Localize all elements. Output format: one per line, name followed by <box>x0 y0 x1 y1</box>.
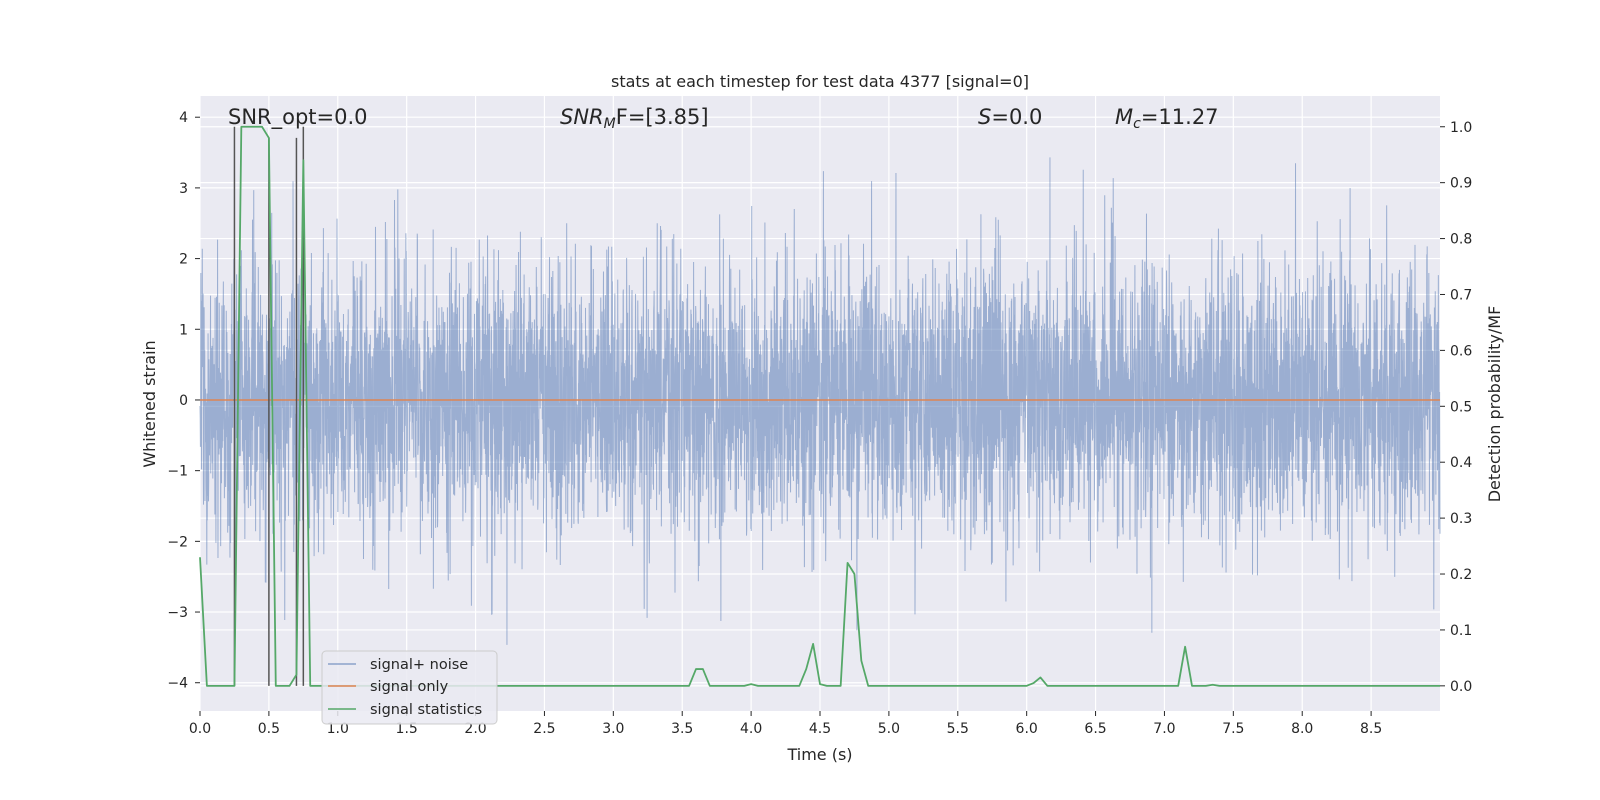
annotation-s-symbol: S <box>978 105 991 129</box>
annotation-snr-opt: SNR_opt=0.0 <box>228 105 368 130</box>
signal-noise-line <box>199 157 1441 645</box>
y-tick-label: 2 <box>179 252 188 268</box>
annotation-snr-mf-symbol: SNR <box>560 105 604 129</box>
y-right-tick-label: 0.0 <box>1450 679 1472 695</box>
x-tick-label: 6.5 <box>1084 721 1106 737</box>
legend-label-signal-statistics: signal statistics <box>370 702 482 718</box>
y-tick-label: −4 <box>167 676 188 692</box>
signal-statistics-line <box>199 125 1440 687</box>
x-tick-label: 2.0 <box>464 721 486 737</box>
x-tick-label: 5.5 <box>947 721 969 737</box>
y-axis-label-right: Detection probability/MF <box>1485 306 1504 503</box>
x-tick-label: 4.5 <box>809 721 831 737</box>
y-right-tick-label: 0.3 <box>1450 511 1472 527</box>
legend-box <box>321 650 498 725</box>
series-signal-statistics <box>199 125 1440 687</box>
y-tick-label: 3 <box>179 181 188 197</box>
x-tick-label: 1.5 <box>396 721 418 737</box>
legend-label-signal-only: signal only <box>370 679 449 695</box>
x-tick-label: 0.0 <box>189 721 211 737</box>
legend: signal+ noise signal only signal statist… <box>321 650 498 725</box>
annotation-mc: Mc=11.27 <box>1115 105 1219 132</box>
annotation-snr-mf-value: F=[3.85] <box>616 105 709 129</box>
annotation-s-value: =0.0 <box>991 105 1042 129</box>
x-tick-label: 8.0 <box>1291 721 1313 737</box>
x-tick-label: 8.5 <box>1360 721 1382 737</box>
x-tick-label: 4.0 <box>740 721 762 737</box>
annotation-snr-mf: SNRMF=[3.85] <box>560 105 709 132</box>
y-right-tick-label: 1.0 <box>1450 120 1472 136</box>
x-axis-label: Time (s) <box>786 745 852 764</box>
x-tick-label: 7.5 <box>1222 721 1244 737</box>
x-tick-label: 1.0 <box>327 721 349 737</box>
detection-markers <box>233 126 305 686</box>
x-tick-label: 2.5 <box>533 721 555 737</box>
x-tick-label: 5.0 <box>878 721 900 737</box>
y-tick-label: −1 <box>167 464 188 480</box>
annotation-mc-value: =11.27 <box>1141 105 1219 129</box>
annotation-snr-mf-subscript: M <box>604 116 616 132</box>
y-right-tick-label: 0.1 <box>1450 623 1472 639</box>
y-right-tick-label: 0.4 <box>1450 455 1472 471</box>
x-tick-label: 7.0 <box>1153 721 1175 737</box>
y-tick-label: −2 <box>167 534 188 550</box>
x-tick-label: 6.0 <box>1016 721 1038 737</box>
y-axis-label: Whitened strain <box>140 340 159 467</box>
y-right-tick-label: 0.6 <box>1450 343 1472 359</box>
series-signal-noise <box>199 157 1441 645</box>
x-tick-label: 0.5 <box>258 721 280 737</box>
axis-ticks: 0.0 0.5 1.0 1.5 2.0 2.5 3.0 3.5 4.0 4.5 5.0 5.5 6.0 6… <box>167 110 1472 737</box>
y-tick-label: 1 <box>179 322 188 338</box>
chart-title: stats at each timestep for test data 437… <box>611 72 1029 91</box>
legend-label-signal-noise: signal+ noise <box>370 657 468 673</box>
y-tick-label: 0 <box>179 393 188 409</box>
x-tick-label: 3.5 <box>671 721 693 737</box>
annotation-mc-subscript: c <box>1133 116 1141 132</box>
y-right-tick-label: 0.7 <box>1450 287 1472 303</box>
y-right-tick-label: 0.9 <box>1450 176 1472 192</box>
annotation-s: S=0.0 <box>978 105 1042 129</box>
y-right-tick-label: 0.5 <box>1450 399 1472 415</box>
y-tick-label: −3 <box>167 605 188 621</box>
x-tick-label: 3.0 <box>602 721 624 737</box>
y-right-tick-label: 0.8 <box>1450 232 1472 248</box>
annotation-mc-symbol: M <box>1115 105 1133 129</box>
y-tick-label: 4 <box>179 110 188 126</box>
y-right-tick-label: 0.2 <box>1450 567 1472 583</box>
